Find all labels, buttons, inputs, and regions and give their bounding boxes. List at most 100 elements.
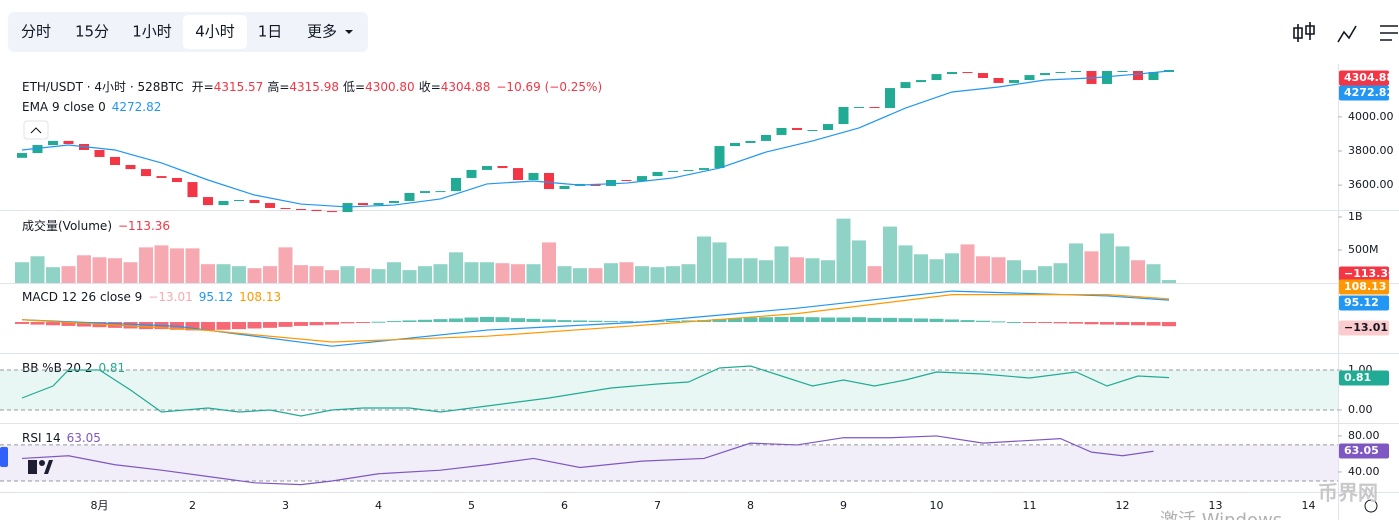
volume-bar	[557, 266, 572, 283]
volume-bar	[821, 260, 835, 283]
volume-bar	[46, 267, 60, 283]
volume-bar	[604, 263, 618, 283]
candle	[404, 192, 415, 201]
candle	[869, 106, 880, 109]
volume-bar	[712, 242, 727, 283]
macd-bar	[185, 322, 200, 331]
macd-bar	[883, 317, 897, 323]
volume-bar	[542, 242, 556, 283]
rsi-value: 63.05	[67, 431, 101, 445]
macd-bar	[402, 320, 417, 323]
macd-bar	[340, 322, 355, 324]
windows-watermark: 激活 Windows	[1160, 510, 1282, 520]
volume-bar	[480, 262, 494, 283]
candle	[1009, 80, 1019, 83]
x-tick-label: 12	[1116, 499, 1130, 512]
volume-bar	[108, 258, 122, 283]
volume-bar	[1053, 263, 1068, 283]
pane: 3600.00 3800.00 4000.00 4304.88 4272.82	[17, 69, 1394, 213]
candle	[497, 166, 508, 169]
macd-bar	[294, 322, 308, 326]
macd-bar	[1053, 322, 1068, 324]
volume-bar	[170, 248, 184, 283]
macd-bar	[1162, 322, 1176, 327]
macd-bar	[371, 321, 386, 323]
macd-bar	[1022, 322, 1037, 324]
macd-bar	[945, 319, 959, 323]
volume-bar	[139, 247, 153, 283]
macd-bar	[123, 322, 138, 329]
candle	[435, 191, 446, 193]
macd-bar	[666, 320, 680, 323]
macd-bar	[232, 322, 246, 330]
y-tick-label: 1B	[1348, 210, 1363, 223]
candle	[621, 180, 632, 182]
volume-bar	[309, 266, 324, 283]
macd-bar	[929, 318, 944, 323]
volume-bar	[991, 257, 1006, 283]
axis-settings[interactable]	[1364, 499, 1378, 513]
candle-icon[interactable]	[1293, 22, 1315, 42]
volume-bar	[1007, 260, 1021, 283]
tab[interactable]: 更多	[307, 23, 337, 41]
h-label: 高=	[267, 79, 289, 94]
vol-title: 成交量(Volume)	[22, 218, 112, 233]
tab[interactable]: 1小时	[132, 23, 172, 41]
macd-bar	[77, 322, 91, 327]
pane-separators	[0, 64, 1399, 520]
tab[interactable]: 1日	[258, 23, 283, 41]
candle	[652, 171, 663, 177]
candle	[482, 166, 492, 170]
x-tick-label: 14	[1302, 499, 1316, 512]
x-tick-label: 8月	[91, 499, 109, 512]
macd-bar	[1038, 322, 1052, 324]
candle	[993, 77, 1004, 83]
pane: 108.13 95.12 −13.01	[15, 279, 1389, 347]
macd-bar	[898, 318, 913, 323]
side-tab[interactable]	[0, 447, 8, 467]
y-tick-label: 4000.00	[1348, 110, 1394, 123]
candle	[218, 200, 229, 206]
o-label: 开=	[192, 80, 214, 94]
macd-bar	[821, 317, 835, 323]
volume-bar	[92, 257, 107, 283]
candle	[544, 173, 554, 190]
candle	[823, 124, 833, 131]
candle	[931, 74, 942, 81]
macd-bar	[325, 322, 339, 325]
macd-bar	[278, 322, 293, 327]
candle	[172, 177, 182, 183]
macd-bar	[1069, 322, 1083, 324]
candle	[48, 140, 58, 146]
candle	[854, 106, 864, 108]
tab[interactable]: 分时	[21, 23, 51, 41]
macd-bar	[1084, 322, 1099, 325]
tab[interactable]: 4小时	[195, 23, 235, 41]
macd-value: 95.12	[199, 290, 233, 304]
rsi-title: RSI 14	[22, 431, 61, 445]
volume-bar	[681, 264, 696, 283]
value-badge	[1339, 320, 1389, 336]
macd-bar	[712, 319, 727, 323]
candle	[94, 149, 105, 157]
macd-bar	[30, 322, 45, 325]
collapse-button[interactable]	[23, 120, 49, 140]
bb-header: BB %B 20 2 0.81	[22, 361, 125, 375]
settings-icon[interactable]	[1380, 25, 1398, 41]
candle	[1040, 73, 1050, 76]
x-tick-label: 11	[1023, 499, 1037, 512]
macd-bar	[1100, 322, 1114, 325]
macd-bar	[433, 319, 448, 323]
candle	[358, 203, 368, 206]
macd-bar	[418, 319, 432, 323]
macd-bar	[774, 316, 789, 323]
candle	[916, 80, 926, 83]
candle	[32, 145, 43, 154]
tab[interactable]: 15分	[75, 23, 109, 41]
value-badge	[1339, 370, 1389, 386]
line-icon[interactable]	[1337, 25, 1357, 43]
candle	[1071, 70, 1081, 73]
o-value: 4315.57	[214, 80, 264, 94]
c-value: 4304.88	[441, 80, 491, 94]
vol-value: −113.36	[118, 219, 170, 233]
